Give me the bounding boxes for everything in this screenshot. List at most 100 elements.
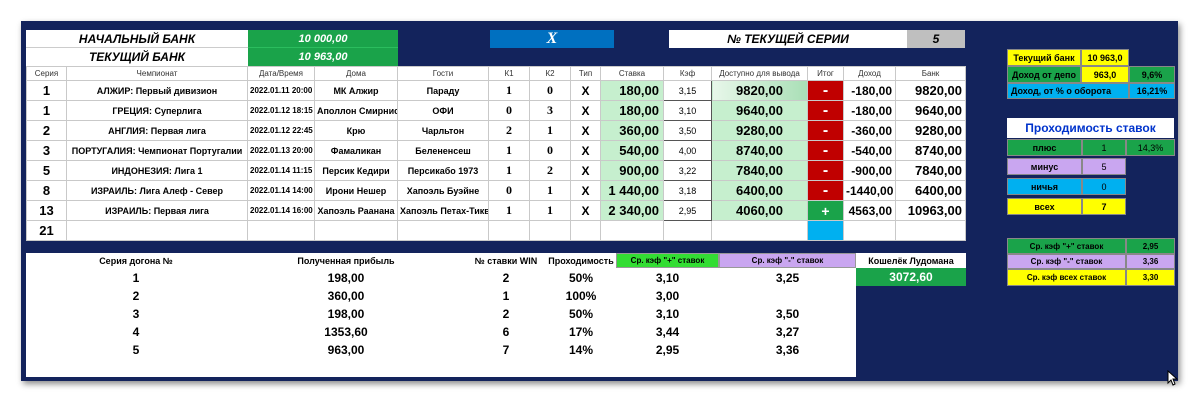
cell-coef[interactable] [663, 220, 712, 241]
cell-bank[interactable]: 8740,00 [895, 140, 966, 161]
summary-cell-profit[interactable]: 198,00 [327, 307, 365, 321]
wallet-value[interactable]: 3072,60 [856, 268, 966, 286]
cell-k1[interactable]: 0 [488, 100, 530, 121]
cell-result[interactable]: - [807, 140, 844, 161]
cell-avail[interactable]: 9280,00 [711, 120, 808, 141]
cell-stake[interactable]: 360,00 [600, 120, 664, 141]
summary-cell-pass-rate[interactable]: 14% [568, 343, 594, 357]
cell-away[interactable] [397, 220, 489, 241]
summary-cell-series-no[interactable]: 1 [132, 271, 140, 285]
cell-bank[interactable]: 6400,00 [895, 180, 966, 201]
cell-bank[interactable] [895, 220, 966, 241]
summary-cell-win-no[interactable]: 7 [502, 343, 510, 357]
side-turnover-pct[interactable]: 16,21% [1129, 83, 1175, 99]
cell-away[interactable]: Белененсеш [397, 140, 489, 161]
cell-stake[interactable]: 1 440,00 [600, 180, 664, 201]
cell-date[interactable]: 2022.01.13 20:00 [247, 140, 315, 161]
avg-all-value[interactable]: 3,30 [1126, 269, 1175, 286]
cell-coef[interactable]: 2,95 [663, 200, 712, 221]
summary-cell-pass-rate[interactable]: 17% [568, 325, 594, 339]
avg-minus-value[interactable]: 3,36 [1126, 254, 1175, 269]
cell-avail[interactable]: 9820,00 [711, 80, 808, 101]
cell-k1[interactable]: 1 [488, 140, 530, 161]
cell-k1[interactable]: 1 [488, 200, 530, 221]
cell-bank[interactable]: 7840,00 [895, 160, 966, 181]
side-deposit-pct[interactable]: 9,6% [1129, 66, 1175, 83]
cell-stake[interactable]: 180,00 [600, 100, 664, 121]
cell-avail[interactable] [711, 220, 808, 241]
cell-bank[interactable]: 9640,00 [895, 100, 966, 121]
cell-bank[interactable]: 10963,00 [895, 200, 966, 221]
cell-stake[interactable]: 540,00 [600, 140, 664, 161]
cell-home[interactable]: Персик Кедири [314, 160, 398, 181]
cell-income[interactable]: -360,00 [843, 120, 896, 141]
cell-coef[interactable]: 3,18 [663, 180, 712, 201]
summary-cell-series-no[interactable]: 2 [132, 289, 140, 303]
side-deposit-value[interactable]: 963,0 [1081, 66, 1129, 83]
cell-date[interactable]: 2022.01.12 18:15 [247, 100, 315, 121]
cell-coef[interactable]: 4,00 [663, 140, 712, 161]
bet-type-x-box[interactable]: X [490, 30, 614, 48]
cell-date[interactable]: 2022.01.12 22:45 [247, 120, 315, 141]
cell-stake[interactable]: 900,00 [600, 160, 664, 181]
cell-series[interactable]: 8 [26, 180, 67, 201]
cell-away[interactable]: Персикабо 1973 [397, 160, 489, 181]
cell-type[interactable]: X [570, 140, 601, 161]
cell-coef[interactable]: 3,50 [663, 120, 712, 141]
summary-cell-series-no[interactable]: 3 [132, 307, 140, 321]
cell-date[interactable] [247, 220, 315, 241]
summary-cell-avg-plus[interactable]: 3,10 [655, 271, 680, 285]
summary-cell-win-no[interactable]: 1 [502, 289, 510, 303]
current-series-value[interactable]: 5 [907, 30, 965, 48]
summary-cell-pass-rate[interactable]: 50% [568, 271, 594, 285]
summary-cell-win-no[interactable]: 2 [502, 307, 510, 321]
cell-k1[interactable]: 1 [488, 80, 530, 101]
cell-income[interactable]: -900,00 [843, 160, 896, 181]
cell-avail[interactable]: 7840,00 [711, 160, 808, 181]
cell-type[interactable]: X [570, 80, 601, 101]
current-bank-value[interactable]: 10 963,00 [248, 48, 398, 66]
cell-k2[interactable]: 0 [529, 80, 571, 101]
cell-k1[interactable]: 1 [488, 160, 530, 181]
summary-cell-series-no[interactable]: 4 [132, 325, 140, 339]
summary-cell-profit[interactable]: 1353,60 [324, 325, 368, 339]
summary-cell-win-no[interactable]: 6 [502, 325, 510, 339]
cell-home[interactable]: Ирони Нешер [314, 180, 398, 201]
cell-bank[interactable]: 9280,00 [895, 120, 966, 141]
cell-league[interactable]: АНГЛИЯ: Первая лига [66, 120, 248, 141]
cell-type[interactable] [570, 220, 601, 241]
cell-income[interactable]: -180,00 [843, 80, 896, 101]
summary-cell-win-no[interactable]: 2 [502, 271, 510, 285]
cell-income[interactable] [843, 220, 896, 241]
cell-k1[interactable] [488, 220, 530, 241]
cell-league[interactable]: ИЗРАИЛЬ: Первая лига [66, 200, 248, 221]
cell-series[interactable]: 5 [26, 160, 67, 181]
pass-draw-count[interactable]: 0 [1082, 178, 1126, 195]
pass-plus-pct[interactable]: 14,3% [1126, 139, 1175, 156]
cell-league[interactable]: ГРЕЦИЯ: Суперлига [66, 100, 248, 121]
summary-cell-avg-plus[interactable]: 3,00 [655, 289, 680, 303]
cell-series[interactable]: 2 [26, 120, 67, 141]
cell-league[interactable]: ПОРТУГАЛИЯ: Чемпионат Португалии [66, 140, 248, 161]
cell-date[interactable]: 2022.01.14 14:00 [247, 180, 315, 201]
start-bank-value[interactable]: 10 000,00 [248, 30, 398, 48]
cell-result[interactable]: - [807, 120, 844, 141]
cell-income[interactable]: -1440,00 [843, 180, 896, 201]
summary-cell-avg-minus[interactable]: 3,25 [775, 271, 800, 285]
cell-stake[interactable] [600, 220, 664, 241]
cell-income[interactable]: -180,00 [843, 100, 896, 121]
cell-home[interactable]: Фамаликан [314, 140, 398, 161]
cell-stake[interactable]: 180,00 [600, 80, 664, 101]
cell-away[interactable]: ОФИ [397, 100, 489, 121]
cell-avail[interactable]: 4060,00 [711, 200, 808, 221]
cell-type[interactable]: X [570, 120, 601, 141]
summary-cell-avg-minus[interactable] [719, 287, 856, 305]
cell-series[interactable]: 21 [26, 220, 67, 241]
cell-league[interactable] [66, 220, 248, 241]
cell-date[interactable]: 2022.01.11 20:00 [247, 80, 315, 101]
cell-result[interactable] [807, 220, 844, 241]
cell-series[interactable]: 1 [26, 80, 67, 101]
summary-cell-avg-minus[interactable]: 3,27 [775, 325, 800, 339]
cell-k1[interactable]: 0 [488, 180, 530, 201]
summary-cell-profit[interactable]: 360,00 [327, 289, 365, 303]
